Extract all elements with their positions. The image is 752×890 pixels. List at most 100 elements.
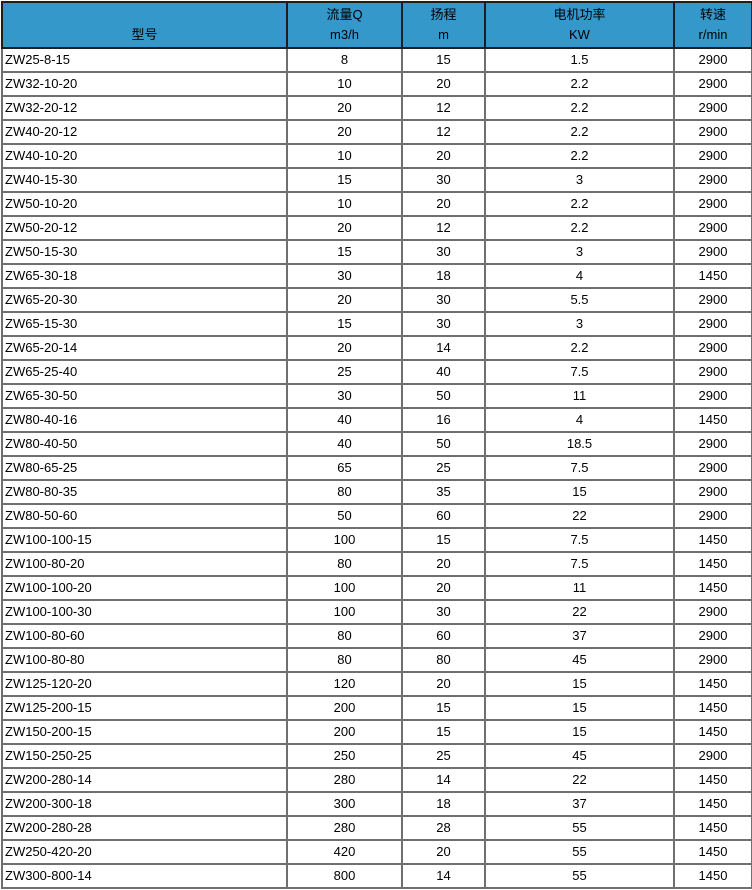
flow-cell: 20 bbox=[286, 95, 403, 121]
table-row: ZW100-100-30 100 30 22 2900 bbox=[1, 599, 752, 625]
power-cell: 37 bbox=[484, 791, 675, 817]
flow-cell: 25 bbox=[286, 359, 403, 385]
speed-cell: 1450 bbox=[673, 791, 752, 817]
power-cell: 15 bbox=[484, 479, 675, 505]
speed-cell: 1450 bbox=[673, 719, 752, 745]
speed-cell: 2900 bbox=[673, 191, 752, 217]
flow-cell: 15 bbox=[286, 311, 403, 337]
table-row: ZW40-20-12 20 12 2.2 2900 bbox=[1, 119, 752, 145]
power-cell: 2.2 bbox=[484, 143, 675, 169]
flow-cell: 20 bbox=[286, 119, 403, 145]
model-cell: ZW25-8-15 bbox=[1, 47, 288, 73]
header-label-power-line2: KW bbox=[569, 27, 590, 42]
head-cell: 16 bbox=[401, 407, 486, 433]
flow-cell: 20 bbox=[286, 287, 403, 313]
model-cell: ZW65-15-30 bbox=[1, 311, 288, 337]
power-cell: 2.2 bbox=[484, 71, 675, 97]
table-row: ZW25-8-15 8 15 1.5 2900 bbox=[1, 47, 752, 73]
speed-cell: 1450 bbox=[673, 263, 752, 289]
flow-cell: 120 bbox=[286, 671, 403, 697]
speed-cell: 2900 bbox=[673, 743, 752, 769]
head-cell: 60 bbox=[401, 623, 486, 649]
model-cell: ZW80-65-25 bbox=[1, 455, 288, 481]
table-row: ZW65-25-40 25 40 7.5 2900 bbox=[1, 359, 752, 385]
flow-cell: 80 bbox=[286, 479, 403, 505]
speed-cell: 2900 bbox=[673, 119, 752, 145]
flow-cell: 280 bbox=[286, 815, 403, 841]
speed-cell: 2900 bbox=[673, 479, 752, 505]
head-cell: 12 bbox=[401, 215, 486, 241]
table-row: ZW65-20-14 20 14 2.2 2900 bbox=[1, 335, 752, 361]
table-row: ZW32-20-12 20 12 2.2 2900 bbox=[1, 95, 752, 121]
speed-cell: 2900 bbox=[673, 647, 752, 673]
head-cell: 20 bbox=[401, 191, 486, 217]
flow-cell: 80 bbox=[286, 623, 403, 649]
power-cell: 18.5 bbox=[484, 431, 675, 457]
model-cell: ZW100-100-20 bbox=[1, 575, 288, 601]
model-cell: ZW100-80-80 bbox=[1, 647, 288, 673]
table-row: ZW50-20-12 20 12 2.2 2900 bbox=[1, 215, 752, 241]
head-cell: 12 bbox=[401, 95, 486, 121]
power-cell: 15 bbox=[484, 671, 675, 697]
power-cell: 7.5 bbox=[484, 455, 675, 481]
speed-cell: 1450 bbox=[673, 671, 752, 697]
speed-cell: 2900 bbox=[673, 431, 752, 457]
table-row: ZW200-280-14 280 14 22 1450 bbox=[1, 767, 752, 793]
speed-cell: 2900 bbox=[673, 239, 752, 265]
flow-cell: 300 bbox=[286, 791, 403, 817]
header-label-head-line1: 扬程 bbox=[430, 7, 457, 22]
flow-cell: 15 bbox=[286, 239, 403, 265]
table-row: ZW200-280-28 280 28 55 1450 bbox=[1, 815, 752, 841]
flow-cell: 280 bbox=[286, 767, 403, 793]
flow-cell: 10 bbox=[286, 71, 403, 97]
flow-cell: 8 bbox=[286, 47, 403, 73]
model-cell: ZW80-40-16 bbox=[1, 407, 288, 433]
table-row: ZW100-100-15 100 15 7.5 1450 bbox=[1, 527, 752, 553]
table-row: ZW80-40-50 40 50 18.5 2900 bbox=[1, 431, 752, 457]
model-cell: ZW40-15-30 bbox=[1, 167, 288, 193]
head-cell: 50 bbox=[401, 431, 486, 457]
model-cell: ZW200-280-28 bbox=[1, 815, 288, 841]
flow-cell: 200 bbox=[286, 719, 403, 745]
power-cell: 55 bbox=[484, 839, 675, 865]
head-cell: 30 bbox=[401, 311, 486, 337]
speed-cell: 2900 bbox=[673, 335, 752, 361]
model-cell: ZW50-10-20 bbox=[1, 191, 288, 217]
speed-cell: 1450 bbox=[673, 863, 752, 889]
power-cell: 15 bbox=[484, 719, 675, 745]
speed-cell: 2900 bbox=[673, 455, 752, 481]
speed-cell: 1450 bbox=[673, 839, 752, 865]
model-cell: ZW65-30-50 bbox=[1, 383, 288, 409]
table-row: ZW32-10-20 10 20 2.2 2900 bbox=[1, 71, 752, 97]
flow-cell: 65 bbox=[286, 455, 403, 481]
model-cell: ZW125-200-15 bbox=[1, 695, 288, 721]
head-cell: 50 bbox=[401, 383, 486, 409]
speed-cell: 2900 bbox=[673, 143, 752, 169]
model-cell: ZW300-800-14 bbox=[1, 863, 288, 889]
speed-cell: 2900 bbox=[673, 167, 752, 193]
head-cell: 20 bbox=[401, 551, 486, 577]
model-cell: ZW32-20-12 bbox=[1, 95, 288, 121]
head-cell: 25 bbox=[401, 455, 486, 481]
model-cell: ZW65-25-40 bbox=[1, 359, 288, 385]
table-row: ZW80-40-16 40 16 4 1450 bbox=[1, 407, 752, 433]
flow-cell: 200 bbox=[286, 695, 403, 721]
flow-cell: 100 bbox=[286, 599, 403, 625]
head-cell: 60 bbox=[401, 503, 486, 529]
head-cell: 30 bbox=[401, 287, 486, 313]
table-row: ZW100-80-60 80 60 37 2900 bbox=[1, 623, 752, 649]
header-label-speed-line1: 转速 bbox=[699, 7, 726, 22]
header-cell-speed: 转速 r/min bbox=[673, 1, 752, 49]
header-row: 型号 流量Q m3/h 扬程 m 电机功率 KW 转速 r/min bbox=[1, 1, 752, 49]
power-cell: 22 bbox=[484, 503, 675, 529]
head-cell: 12 bbox=[401, 119, 486, 145]
model-cell: ZW50-15-30 bbox=[1, 239, 288, 265]
power-cell: 37 bbox=[484, 623, 675, 649]
power-cell: 4 bbox=[484, 263, 675, 289]
flow-cell: 10 bbox=[286, 143, 403, 169]
power-cell: 3 bbox=[484, 167, 675, 193]
power-cell: 2.2 bbox=[484, 95, 675, 121]
head-cell: 28 bbox=[401, 815, 486, 841]
